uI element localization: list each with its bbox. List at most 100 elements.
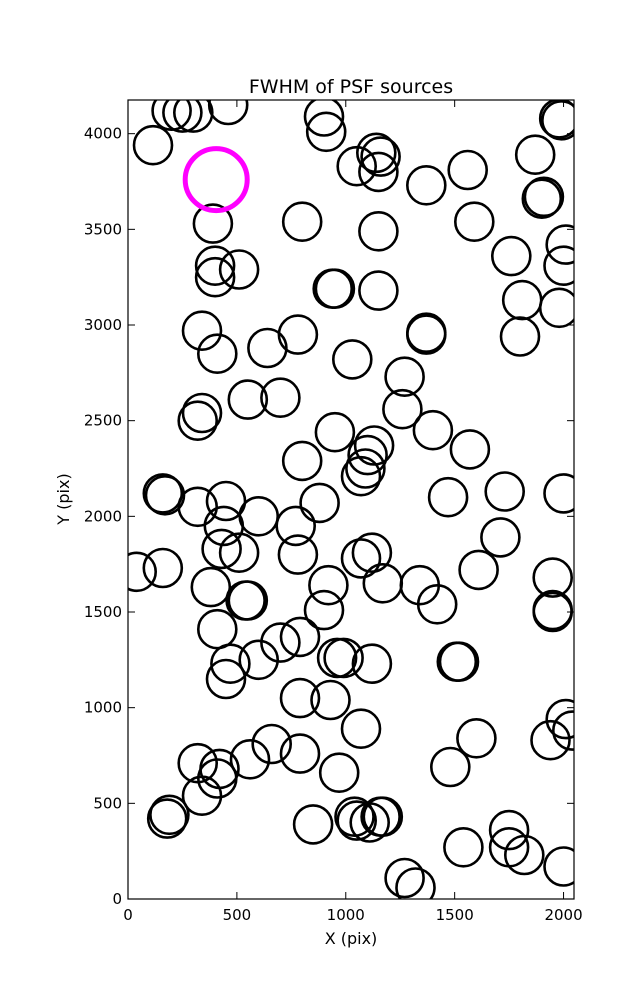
psf-source-marker xyxy=(238,495,280,537)
psf-source-marker xyxy=(203,505,245,547)
psf-source-marker xyxy=(447,149,489,191)
y-tick-label: 0 xyxy=(112,890,122,908)
psf-source-marker xyxy=(429,746,471,788)
psf-source-marker xyxy=(308,564,349,606)
x-tick-label: 0 xyxy=(123,906,133,924)
psf-source-marker xyxy=(345,448,386,489)
psf-source-marker xyxy=(201,528,242,570)
psf-source-marker xyxy=(336,145,378,187)
x-tick-label: 1000 xyxy=(327,906,365,924)
psf-source-marker xyxy=(545,224,574,265)
y-tick-label: 1000 xyxy=(84,699,122,717)
psf-source-marker xyxy=(260,377,301,419)
psf-source-marker xyxy=(438,641,480,683)
psf-source-marker xyxy=(142,547,184,589)
reference-fwhm-marker xyxy=(182,146,250,214)
psf-source-marker xyxy=(275,505,317,547)
psf-source-marker xyxy=(362,796,404,838)
psf-source-marker xyxy=(514,134,556,175)
psf-source-marker xyxy=(197,608,238,650)
psf-source-marker xyxy=(310,679,351,721)
psf-source-marker xyxy=(323,637,364,679)
psf-source-marker xyxy=(299,482,340,524)
psf-source-marker xyxy=(538,100,574,139)
psf-source-marker xyxy=(194,256,236,298)
psf-source-marker xyxy=(458,549,499,591)
psf-source-marker xyxy=(538,287,574,329)
chart-title: FWHM of PSF sources xyxy=(249,76,453,98)
psf-source-marker xyxy=(351,643,393,685)
psf-source-marker xyxy=(132,124,174,166)
psf-source-marker xyxy=(225,580,266,621)
psf-source-marker xyxy=(151,100,192,131)
y-tick-label: 1500 xyxy=(84,603,122,621)
axis-ticks: 0 500 1000 1500 2000 0 500 1000 1500 2000 2500 3000… xyxy=(84,100,583,924)
x-tick-label: 2000 xyxy=(544,906,582,924)
psf-source-marker xyxy=(279,677,321,719)
psf-source-marker xyxy=(336,800,378,841)
psf-source-marker xyxy=(279,616,321,658)
psf-source-marker xyxy=(197,333,238,375)
psf-source-marker xyxy=(292,804,334,845)
psf-source-marker xyxy=(218,532,260,574)
x-tick-label: 500 xyxy=(223,906,252,924)
psf-source-marker xyxy=(443,826,484,868)
psf-source-marker xyxy=(277,314,319,355)
psf-source-marker xyxy=(355,132,397,174)
psf-source-marker xyxy=(142,473,184,514)
psf-source-marker xyxy=(181,775,223,817)
psf-source-marker xyxy=(312,268,354,310)
psf-source-marker xyxy=(360,136,401,177)
psf-source-marker xyxy=(281,201,323,242)
psf-source-marker xyxy=(128,551,157,593)
psf-source-marker xyxy=(436,641,478,683)
psf-source-marker xyxy=(162,100,203,133)
psf-source-marker xyxy=(314,268,356,310)
x-tick-label: 1500 xyxy=(436,906,474,924)
psf-source-marker xyxy=(247,327,288,369)
psf-source-marker xyxy=(146,798,188,839)
y-tick-label: 4000 xyxy=(84,125,122,143)
psf-source-marker xyxy=(501,279,543,321)
psf-source-marker xyxy=(190,566,232,608)
marker-layer xyxy=(128,100,574,899)
y-tick-label: 3000 xyxy=(84,316,122,334)
psf-source-marker xyxy=(523,176,565,218)
psf-source-marker xyxy=(480,517,521,558)
psf-source-marker xyxy=(251,723,293,765)
psf-source-marker xyxy=(177,400,218,442)
psf-source-marker xyxy=(449,429,491,470)
psf-source-marker xyxy=(552,710,574,751)
psf-source-marker xyxy=(205,480,247,522)
psf-source-marker xyxy=(545,698,574,740)
psf-source-marker xyxy=(530,719,571,761)
y-tick-label: 2000 xyxy=(84,507,122,525)
psf-source-marker xyxy=(543,245,574,286)
psf-source-marker xyxy=(499,316,541,357)
psf-source-marker xyxy=(227,580,269,621)
y-axis-label: Y (pix) xyxy=(54,473,73,525)
psf-source-marker xyxy=(303,100,345,137)
psf-source-marker xyxy=(360,796,401,838)
psf-source-marker xyxy=(382,388,423,430)
psf-source-marker xyxy=(351,532,393,574)
psf-source-marker xyxy=(488,826,530,868)
y-tick-label: 500 xyxy=(93,794,122,812)
psf-source-marker xyxy=(543,846,574,887)
psf-source-marker xyxy=(362,562,404,604)
psf-source-marker xyxy=(181,392,223,434)
psf-source-marker xyxy=(331,339,373,380)
psf-source-marker xyxy=(305,111,347,153)
psf-source-marker xyxy=(490,235,532,277)
psf-source-marker xyxy=(532,557,574,598)
psf-source-marker xyxy=(484,471,526,512)
psf-source-marker xyxy=(238,639,280,681)
psf-source-marker xyxy=(229,738,271,780)
psf-source-marker xyxy=(173,100,214,133)
psf-source-marker xyxy=(205,658,247,700)
psf-source-marker xyxy=(453,201,495,242)
psf-source-marker xyxy=(384,356,425,398)
psf-source-marker xyxy=(260,622,301,663)
psf-source-marker xyxy=(279,733,321,774)
